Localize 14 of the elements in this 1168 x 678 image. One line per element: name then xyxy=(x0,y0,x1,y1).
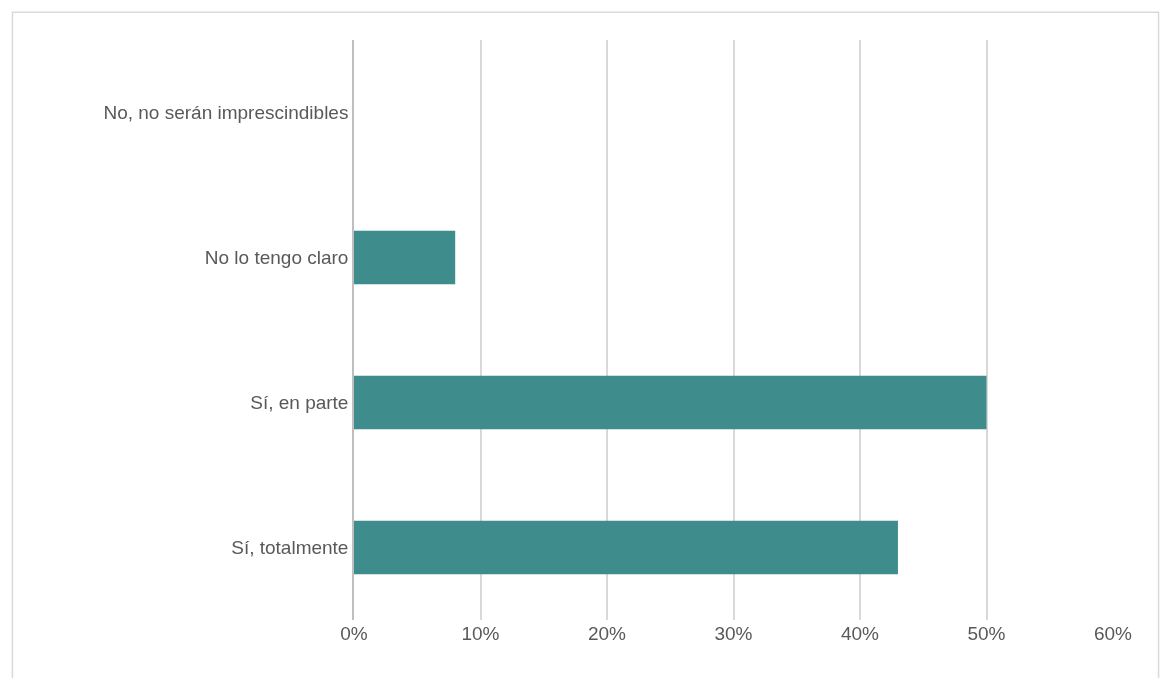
y-tick-label: Sí, en parte xyxy=(250,392,349,414)
x-tick-label: 10% xyxy=(461,623,500,644)
x-tick-label: 60% xyxy=(1093,623,1133,644)
y-tick-label: Sí, totalmente xyxy=(231,537,349,559)
bar xyxy=(354,520,898,575)
y-tick-label: No, no serán imprescindibles xyxy=(103,102,349,124)
x-tick-label: 0% xyxy=(340,623,368,644)
x-tick-label: 40% xyxy=(840,623,880,644)
x-tick-label: 20% xyxy=(587,623,627,644)
x-tick-label: 30% xyxy=(714,623,753,644)
y-tick-label: No lo tengo claro xyxy=(204,247,349,269)
bar xyxy=(354,375,987,430)
x-tick-label: 50% xyxy=(967,623,1006,644)
bar xyxy=(354,230,456,285)
